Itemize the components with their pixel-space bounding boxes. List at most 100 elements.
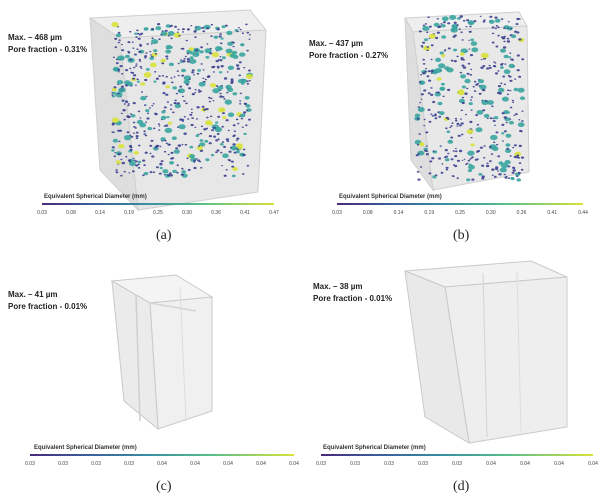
pore-speck <box>426 31 429 34</box>
pore-speck <box>460 48 468 54</box>
max-pore-label-a: Max. – 468 µm Pore fraction - 0.31% <box>8 32 87 56</box>
pore-speck <box>511 99 514 102</box>
pore-speck <box>519 96 526 100</box>
tick-label: 0.03 <box>91 461 101 467</box>
pore-speck <box>182 31 184 33</box>
pore-speck <box>189 113 193 116</box>
pore-speck <box>422 24 426 27</box>
pore-speck <box>459 71 463 74</box>
pore-speck <box>488 66 492 69</box>
pore-speck <box>445 168 449 171</box>
pore-speck <box>169 174 173 177</box>
pore-speck <box>117 71 120 73</box>
pore-speck <box>157 23 161 26</box>
pore-speck <box>498 87 505 93</box>
pore-speck <box>135 164 139 167</box>
max-pore-size-text: Max. – 468 µm <box>8 33 62 42</box>
pore-speck <box>509 89 512 92</box>
colorbar-ticks-d: 0.03 0.03 0.03 0.03 0.03 0.04 0.04 0.04 … <box>315 461 599 467</box>
tick-label: 0.08 <box>66 210 76 216</box>
pore-speck <box>447 88 451 92</box>
pore-speck <box>417 106 420 108</box>
pore-speck <box>470 96 473 98</box>
pore-speck <box>133 126 136 128</box>
pore-speck <box>128 172 131 174</box>
pore-speck <box>123 118 126 121</box>
pore-speck <box>208 142 212 145</box>
pore-speck <box>489 117 493 120</box>
pore-speck <box>237 27 240 29</box>
pore-speck <box>191 69 195 72</box>
pore-speck <box>196 145 203 151</box>
pore-speck <box>466 87 469 90</box>
pore-speck <box>415 154 419 157</box>
pore-speck <box>221 125 224 128</box>
pore-speck <box>502 46 507 49</box>
pore-speck <box>501 132 505 135</box>
tick-label: 0.41 <box>240 210 250 216</box>
pore-speck <box>247 69 251 72</box>
pore-speck <box>418 133 421 135</box>
pore-speck <box>188 58 197 64</box>
pore-speck <box>219 59 223 62</box>
pore-speck <box>126 81 133 86</box>
pore-speck <box>171 157 175 160</box>
pore-speck <box>503 173 506 176</box>
pore-speck <box>435 91 438 93</box>
pore-speck <box>246 164 250 167</box>
pore-speck <box>238 74 242 77</box>
pore-speck <box>111 21 119 28</box>
pore-speck <box>483 145 486 147</box>
pore-speck <box>210 23 214 26</box>
pore-speck <box>199 132 203 135</box>
pore-speck <box>430 70 434 73</box>
pore-speck <box>230 160 234 163</box>
pore-speck <box>142 174 145 177</box>
pore-speck <box>502 75 506 78</box>
pore-speck <box>431 115 434 117</box>
pore-speck <box>115 33 122 38</box>
pore-speck <box>513 144 517 147</box>
pore-speck <box>216 65 220 68</box>
pore-speck <box>470 41 478 46</box>
pore-speck <box>501 36 504 39</box>
pore-speck <box>138 58 141 61</box>
pore-speck <box>139 60 142 62</box>
pore-speck <box>117 153 121 156</box>
pore-speck <box>123 170 126 173</box>
pore-speck <box>135 131 139 134</box>
pore-speck <box>419 166 423 168</box>
pore-speck <box>123 135 132 141</box>
pore-speck <box>230 146 232 149</box>
pore-speck <box>135 36 138 38</box>
pore-speck <box>204 139 209 143</box>
max-pore-label-b: Max. – 437 µm Pore fraction - 0.27% <box>309 38 388 62</box>
pore-speck <box>143 133 146 135</box>
pore-speck <box>243 102 248 106</box>
pore-speck <box>181 47 185 50</box>
pore-speck <box>222 153 229 158</box>
pore-speck <box>459 124 462 127</box>
pore-speck <box>441 24 446 28</box>
pore-speck <box>205 55 210 59</box>
pore-speck <box>437 101 443 106</box>
pore-speck <box>239 100 242 102</box>
pore-speck <box>480 59 483 61</box>
pore-speck <box>188 47 194 51</box>
pore-speck <box>493 116 499 120</box>
tick-label: 0.03 <box>37 210 47 216</box>
pore-speck <box>465 113 467 116</box>
pore-speck <box>181 68 186 73</box>
pore-speck <box>207 122 213 126</box>
pore-speck <box>419 142 425 147</box>
pore-speck <box>509 28 512 30</box>
pore-speck <box>143 130 146 133</box>
pore-speck <box>186 60 190 63</box>
pore-speck <box>503 27 506 29</box>
pore-speck <box>455 147 457 150</box>
tick-label: 0.25 <box>455 210 465 216</box>
pore-speck <box>212 126 216 129</box>
pore-speck <box>224 24 228 27</box>
pore-speck <box>504 160 511 165</box>
pore-speck <box>225 48 233 54</box>
